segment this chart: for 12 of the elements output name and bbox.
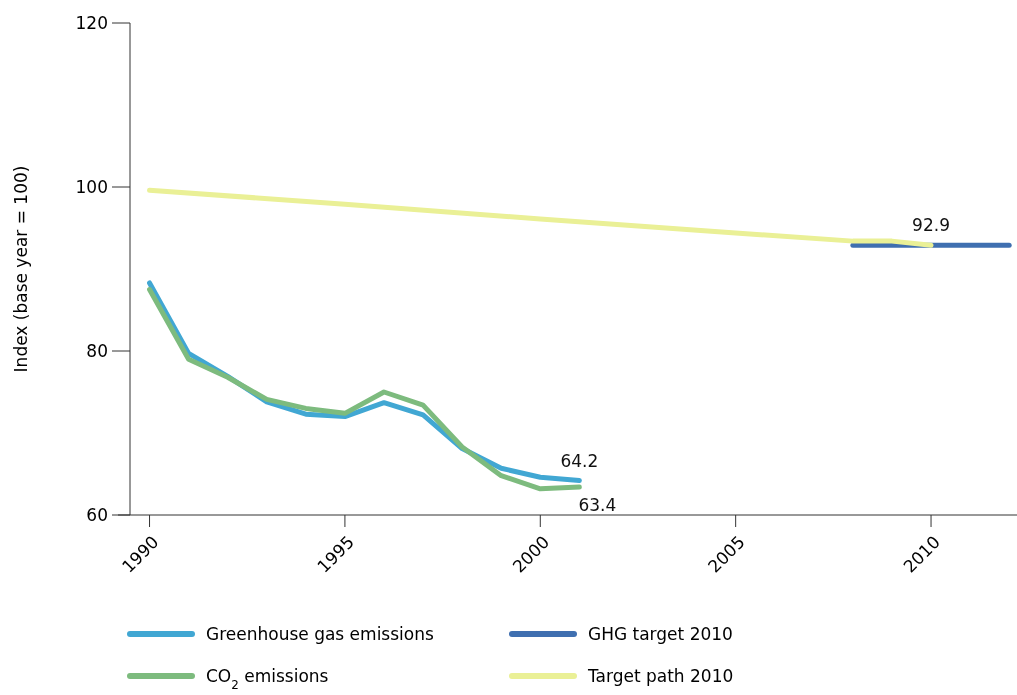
y-tick-label: 60	[86, 504, 108, 525]
y-tick-label: 120	[75, 12, 108, 33]
y-tick-label: 80	[86, 340, 108, 361]
y-tick-label: 100	[75, 176, 108, 197]
legend-label: GHG target 2010	[588, 623, 733, 644]
y-axis-title: Index (base year = 100)	[11, 165, 31, 373]
data-label: 64.2	[560, 450, 599, 471]
data-label: 92.9	[912, 215, 950, 236]
legend-label: Target path 2010	[587, 665, 734, 686]
data-label: 63.4	[578, 495, 617, 516]
legend-label: Greenhouse gas emissions	[206, 623, 434, 644]
legend-label: CO$_{2}$ emissions	[206, 665, 329, 692]
